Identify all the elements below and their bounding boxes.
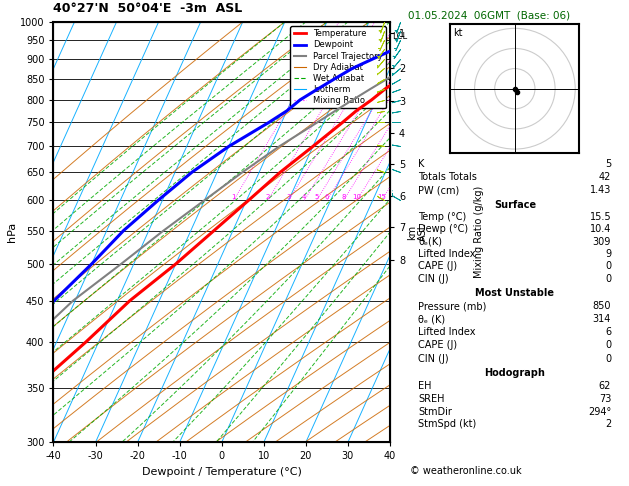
Text: Lifted Index: Lifted Index [418,249,476,259]
Text: 5: 5 [314,194,319,200]
Text: Dewp (°C): Dewp (°C) [418,225,469,234]
Text: 10.4: 10.4 [590,225,611,234]
Text: 40°27'N  50°04'E  -3m  ASL: 40°27'N 50°04'E -3m ASL [53,1,243,15]
Text: CIN (J): CIN (J) [418,354,449,364]
Text: 9: 9 [605,249,611,259]
Text: 42: 42 [599,172,611,182]
Text: 6: 6 [325,194,329,200]
Text: θₑ (K): θₑ (K) [418,314,445,324]
Text: CAPE (J): CAPE (J) [418,341,458,350]
Text: 850: 850 [593,301,611,311]
Text: 0: 0 [605,274,611,284]
Text: CAPE (J): CAPE (J) [418,261,458,271]
Text: Pressure (mb): Pressure (mb) [418,301,487,311]
Text: 314: 314 [593,314,611,324]
Text: 62: 62 [599,381,611,391]
Text: 2: 2 [265,194,270,200]
Text: 4: 4 [302,194,306,200]
Y-axis label: km
ASL: km ASL [406,223,428,241]
X-axis label: Dewpoint / Temperature (°C): Dewpoint / Temperature (°C) [142,467,302,477]
Y-axis label: hPa: hPa [7,222,17,242]
Text: 294°: 294° [588,406,611,417]
Text: 01.05.2024  06GMT  (Base: 06): 01.05.2024 06GMT (Base: 06) [408,11,570,21]
Text: StmDir: StmDir [418,406,452,417]
Text: 15: 15 [377,194,386,200]
Text: 6: 6 [605,328,611,337]
Text: © weatheronline.co.uk: © weatheronline.co.uk [410,466,521,476]
Text: PW (cm): PW (cm) [418,185,460,195]
Text: EH: EH [418,381,432,391]
Text: 0: 0 [605,341,611,350]
Text: LCL: LCL [392,33,407,41]
Text: 73: 73 [599,394,611,404]
Text: 0: 0 [605,354,611,364]
Text: 15.5: 15.5 [589,212,611,222]
Text: StmSpd (kt): StmSpd (kt) [418,419,477,429]
Text: Lifted Index: Lifted Index [418,328,476,337]
Text: 3: 3 [287,194,291,200]
Text: SREH: SREH [418,394,445,404]
Text: 10: 10 [352,194,362,200]
Text: 309: 309 [593,237,611,247]
Text: Hodograph: Hodograph [484,368,545,378]
Text: 1.43: 1.43 [590,185,611,195]
Text: Surface: Surface [494,200,536,209]
Text: kt: kt [453,28,462,38]
Text: 0: 0 [605,261,611,271]
Text: θₑ(K): θₑ(K) [418,237,442,247]
Text: CIN (J): CIN (J) [418,274,449,284]
Text: Mixing Ratio (g/kg): Mixing Ratio (g/kg) [474,186,484,278]
Legend: Temperature, Dewpoint, Parcel Trajectory, Dry Adiabat, Wet Adiabat, Isotherm, Mi: Temperature, Dewpoint, Parcel Trajectory… [291,26,386,108]
Text: 1: 1 [231,194,236,200]
Text: Temp (°C): Temp (°C) [418,212,467,222]
Text: 5: 5 [605,159,611,169]
Text: K: K [418,159,425,169]
Text: 8: 8 [342,194,346,200]
Text: 2: 2 [605,419,611,429]
Text: Totals Totals: Totals Totals [418,172,477,182]
Text: Most Unstable: Most Unstable [476,288,554,298]
